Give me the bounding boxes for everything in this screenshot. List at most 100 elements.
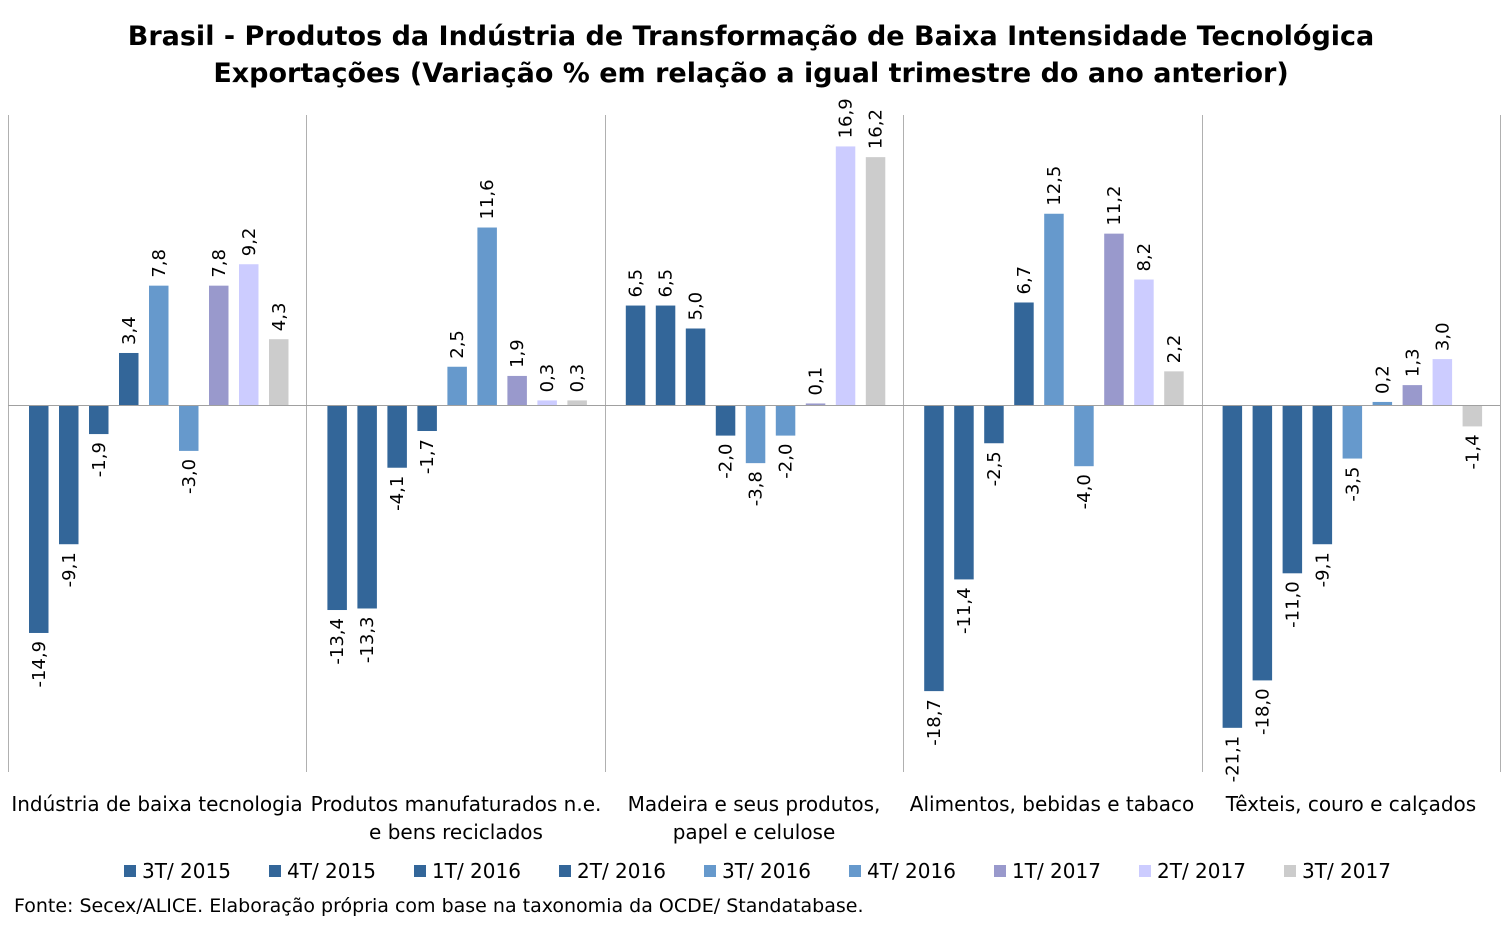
bar-s3-c2 xyxy=(715,405,736,436)
value-label-s0-c3: -18,7 xyxy=(924,699,945,746)
category-label-4-line1: Têxteis, couro e calçados xyxy=(1225,792,1477,816)
value-label-s5-c3: -4,0 xyxy=(1074,474,1095,509)
chart-title-block: Brasil - Produtos da Indústria de Transf… xyxy=(0,18,1502,92)
value-label-s1-c3: -11,4 xyxy=(954,587,975,634)
value-label-s4-c2: -3,8 xyxy=(746,471,767,506)
value-label-s6-c2: 0,1 xyxy=(806,367,827,396)
legend-swatch-4 xyxy=(704,865,716,877)
legend-label-5: 4T/ 2016 xyxy=(867,859,956,883)
value-label-s5-c0: -3,0 xyxy=(179,459,200,494)
value-label-s6-c4: 1,3 xyxy=(1402,348,1423,377)
bar-s6-c4 xyxy=(1402,385,1423,405)
value-label-s2-c2: 5,0 xyxy=(686,292,707,321)
value-label-s8-c4: -1,4 xyxy=(1462,434,1483,469)
value-label-s6-c3: 11,2 xyxy=(1104,186,1125,226)
value-label-s0-c2: 6,5 xyxy=(626,269,647,298)
bar-s0-c1 xyxy=(327,405,347,611)
value-label-s5-c2: -2,0 xyxy=(776,444,797,479)
bar-s6-c3 xyxy=(1104,233,1124,405)
value-label-s7-c3: 8,2 xyxy=(1134,243,1155,272)
bar-s3-c0 xyxy=(119,352,139,405)
value-label-s4-c4: -3,5 xyxy=(1342,467,1363,502)
bar-s3-c3 xyxy=(1014,302,1034,405)
value-label-s8-c2: 16,2 xyxy=(866,109,887,149)
value-label-s0-c0: -14,9 xyxy=(29,641,50,688)
category-label-0-line1: Indústria de baixa tecnologia xyxy=(11,792,303,816)
category-label-2-line1: Madeira e seus produtos, xyxy=(627,792,881,816)
category-label-0: Indústria de baixa tecnologia xyxy=(7,790,307,818)
bar-s6-c1 xyxy=(507,375,527,405)
bar-s5-c2 xyxy=(775,405,796,436)
bar-s4-c2 xyxy=(745,405,766,464)
bar-s7-c2 xyxy=(835,146,856,405)
value-label-s6-c0: 7,8 xyxy=(209,249,230,278)
category-label-2: Madeira e seus produtos, papel e celulos… xyxy=(604,790,904,846)
bar-s4-c0 xyxy=(149,285,169,405)
value-label-s2-c1: -4,1 xyxy=(387,476,408,511)
bar-s2-c0 xyxy=(89,405,109,435)
category-label-1-line1: Produtos manufaturados n.e. xyxy=(310,792,602,816)
value-label-s5-c4: 0,2 xyxy=(1372,365,1393,394)
legend-swatch-1 xyxy=(269,865,281,877)
value-label-s1-c0: -9,1 xyxy=(59,552,80,587)
legend-item-1: 4T/ 2015 xyxy=(269,858,376,884)
value-label-s1-c1: -13,3 xyxy=(357,616,378,663)
bar-s2-c4 xyxy=(1282,405,1303,574)
value-label-s3-c0: 3,4 xyxy=(119,316,140,345)
value-label-s7-c0: 9,2 xyxy=(239,228,260,257)
bar-s0-c3 xyxy=(924,405,944,692)
legend-label-6: 1T/ 2017 xyxy=(1012,859,1101,883)
bar-s8-c1 xyxy=(567,400,587,405)
bar-s2-c2 xyxy=(685,328,706,405)
bar-s0-c0 xyxy=(29,405,49,633)
legend-label-2: 1T/ 2016 xyxy=(432,859,521,883)
bar-s8-c3 xyxy=(1164,371,1184,405)
bar-s7-c4 xyxy=(1432,359,1453,405)
legend-label-7: 2T/ 2017 xyxy=(1157,859,1246,883)
bar-s8-c2 xyxy=(865,157,886,405)
value-label-s2-c4: -11,0 xyxy=(1282,581,1303,628)
category-label-2-line2: papel e celulose xyxy=(672,820,836,844)
category-label-3: Alimentos, bebidas e tabaco xyxy=(902,790,1202,818)
bar-s4-c3 xyxy=(1044,213,1064,405)
bar-s1-c3 xyxy=(954,405,974,580)
bar-s7-c3 xyxy=(1134,279,1154,405)
source-note: Fonte: Secex/ALICE. Elaboração própria c… xyxy=(14,895,864,917)
legend-swatch-8 xyxy=(1284,865,1296,877)
bar-s8-c4 xyxy=(1462,405,1483,427)
legend-label-0: 3T/ 2015 xyxy=(142,859,231,883)
legend-label-4: 3T/ 2016 xyxy=(722,859,811,883)
bar-s0-c2 xyxy=(625,305,646,405)
bar-s7-c1 xyxy=(537,400,557,405)
legend-item-3: 2T/ 2016 xyxy=(559,858,666,884)
bar-s1-c1 xyxy=(357,405,377,609)
category-label-4: Têxteis, couro e calçados xyxy=(1201,790,1501,818)
chart-title: Brasil - Produtos da Indústria de Transf… xyxy=(127,21,1375,52)
legend-item-5: 4T/ 2016 xyxy=(849,858,956,884)
bar-s5-c1 xyxy=(477,227,497,405)
legend: 3T/ 2015 4T/ 2015 1T/ 2016 2T/ 2016 3T/ … xyxy=(0,858,1502,884)
value-label-s1-c4: -18,0 xyxy=(1252,688,1273,735)
legend-label-8: 3T/ 2017 xyxy=(1302,859,1391,883)
value-label-s7-c4: 3,0 xyxy=(1432,322,1453,351)
legend-label-1: 4T/ 2015 xyxy=(287,859,376,883)
value-label-s5-c1: 11,6 xyxy=(477,179,498,219)
value-label-s2-c0: -1,9 xyxy=(89,442,110,477)
value-label-s1-c2: 6,5 xyxy=(656,269,677,298)
bar-s0-c4 xyxy=(1222,405,1243,728)
chart-subtitle: Exportações (Variação % em relação a igu… xyxy=(213,58,1289,89)
value-label-s4-c3: 12,5 xyxy=(1044,166,1065,206)
value-label-s0-c1: -13,4 xyxy=(327,618,348,665)
value-label-s4-c1: 2,5 xyxy=(447,330,468,359)
category-label-3-line1: Alimentos, bebidas e tabaco xyxy=(909,792,1195,816)
bar-s8-c0 xyxy=(269,339,289,405)
bar-s1-c4 xyxy=(1252,405,1273,681)
category-label-1-line2: e bens reciclados xyxy=(369,820,543,844)
legend-item-8: 3T/ 2017 xyxy=(1284,858,1391,884)
bar-s5-c3 xyxy=(1074,405,1094,467)
bar-s4-c4 xyxy=(1342,405,1363,459)
bar-s1-c2 xyxy=(655,305,676,405)
value-label-s8-c3: 2,2 xyxy=(1164,335,1185,364)
bar-s5-c4 xyxy=(1372,401,1393,405)
